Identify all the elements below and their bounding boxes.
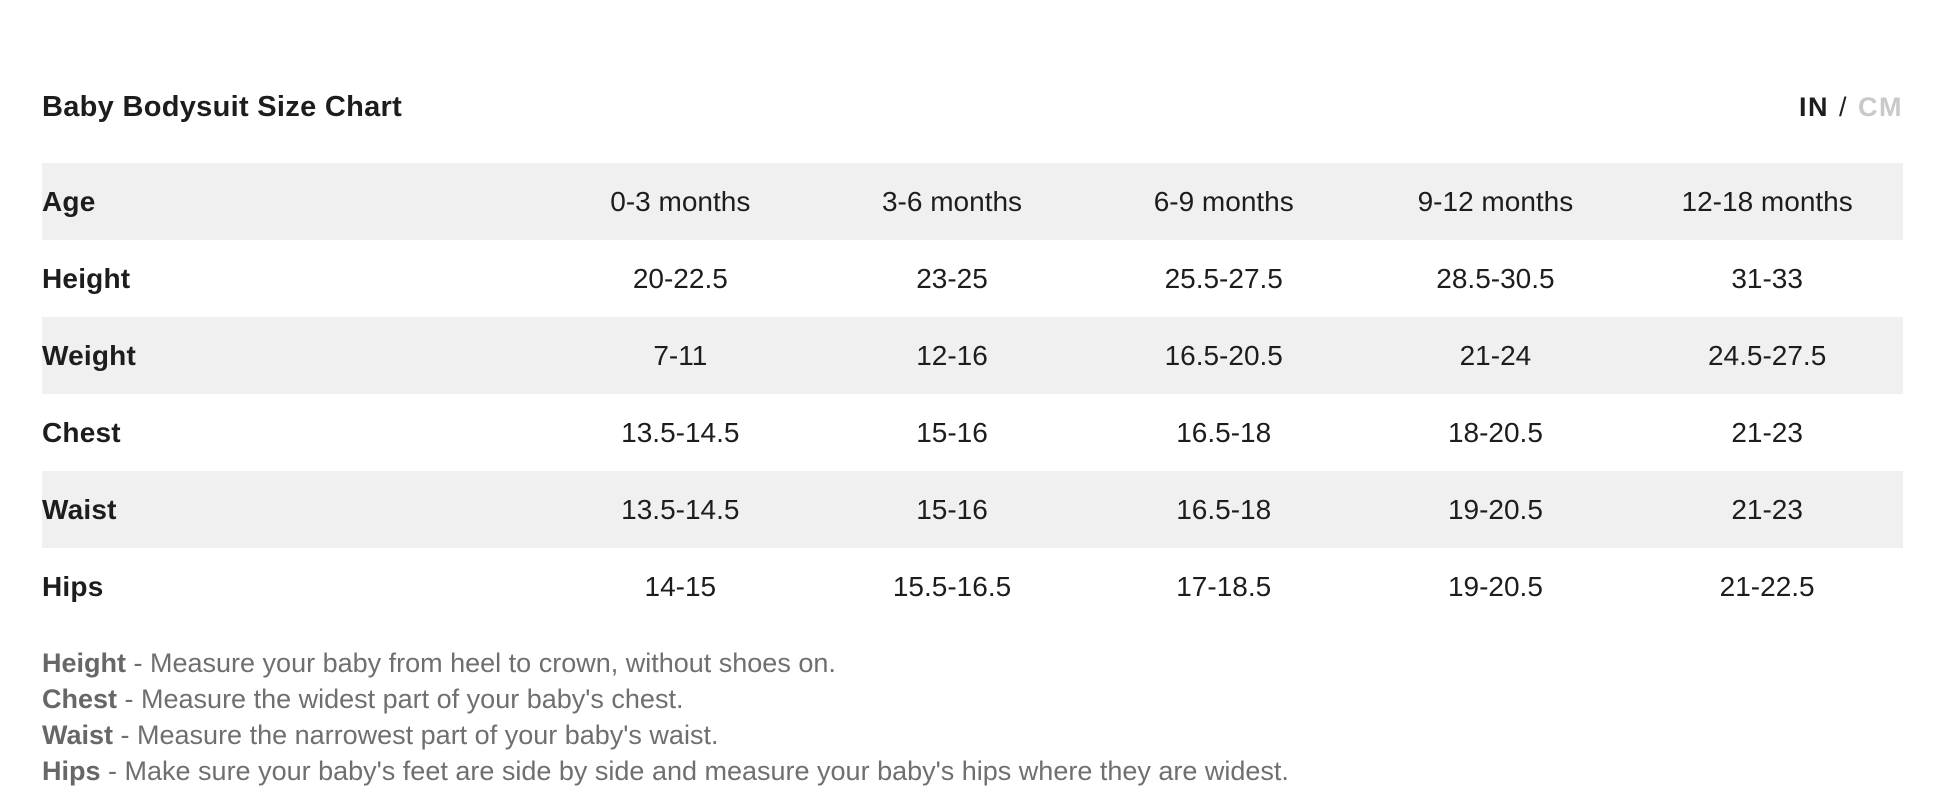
unit-in-button[interactable]: IN xyxy=(1798,92,1829,122)
value-cell: 28.5-30.5 xyxy=(1436,262,1555,294)
value-cell: 13.5-14.5 xyxy=(621,416,740,448)
value-cell: 7-11 xyxy=(653,339,708,371)
header-cell-age: Age xyxy=(42,185,96,217)
value-cell: 21-22.5 xyxy=(1719,570,1815,602)
header-cell-9-12-months: 9-12 months xyxy=(1417,185,1574,217)
footnote-term: Hips xyxy=(42,756,101,786)
row-label-height: Height xyxy=(42,262,131,294)
value-cell: 31-33 xyxy=(1731,262,1803,294)
row-label-chest: Chest xyxy=(42,416,121,448)
size-chart-header: Baby Bodysuit Size Chart IN / CM xyxy=(42,90,1903,124)
value-cell: 16.5-18 xyxy=(1176,493,1272,525)
unit-cm-button[interactable]: CM xyxy=(1858,92,1903,122)
footnote-text: - Measure the widest part of your baby's… xyxy=(124,684,684,714)
footnote-term: Height xyxy=(42,648,126,678)
header-cell-0-3-months: 0-3 months xyxy=(610,185,751,217)
row-label-weight: Weight xyxy=(42,339,137,371)
header-cell-3-6-months: 3-6 months xyxy=(881,185,1023,217)
size-table: Age 0-3 months 3-6 months 6-9 months 9-1… xyxy=(42,163,1903,625)
footnote-height: Height - Measure your baby from heel to … xyxy=(42,645,1903,681)
value-cell: 23-25 xyxy=(916,262,988,294)
measurement-footnotes: Height - Measure your baby from heel to … xyxy=(42,645,1903,789)
value-cell: 14-15 xyxy=(644,570,717,602)
value-cell: 21-24 xyxy=(1459,339,1532,371)
value-cell: 19-20.5 xyxy=(1447,493,1543,525)
value-cell: 15-16 xyxy=(916,416,988,448)
footnote-chest: Chest - Measure the widest part of your … xyxy=(42,681,1903,717)
header-cell-12-18-months: 12-18 months xyxy=(1681,185,1853,217)
value-cell: 19-20.5 xyxy=(1447,570,1543,602)
value-cell: 15-16 xyxy=(916,493,988,525)
table-row-chest: Chest 13.5-14.5 15-16 16.5-18 18-20.5 21… xyxy=(42,394,1903,471)
value-cell: 18-20.5 xyxy=(1447,416,1543,448)
value-cell: 12-16 xyxy=(916,339,988,371)
footnote-text: - Make sure your baby's feet are side by… xyxy=(108,756,1289,786)
table-row-weight: Weight 7-11 12-16 16.5-20.5 21-24 24.5-2… xyxy=(42,317,1903,394)
unit-toggle: IN / CM xyxy=(1799,90,1903,124)
footnote-hips: Hips - Make sure your baby's feet are si… xyxy=(42,753,1903,789)
value-cell: 20-22.5 xyxy=(632,262,728,294)
size-chart-panel: Baby Bodysuit Size Chart IN / CM Age 0-3 m… xyxy=(0,90,1946,789)
footnote-term: Chest xyxy=(42,684,118,714)
value-cell: 13.5-14.5 xyxy=(621,493,740,525)
table-row-hips: Hips 14-15 15.5-16.5 17-18.5 19-20.5 21-… xyxy=(42,548,1903,625)
value-cell: 16.5-20.5 xyxy=(1164,339,1283,371)
value-cell: 21-23 xyxy=(1731,416,1803,448)
header-cell-6-9-months: 6-9 months xyxy=(1153,185,1294,217)
value-cell: 16.5-18 xyxy=(1176,416,1272,448)
value-cell: 17-18.5 xyxy=(1176,570,1272,602)
value-cell: 25.5-27.5 xyxy=(1164,262,1283,294)
table-row-height: Height 20-22.5 23-25 25.5-27.5 28.5-30.5… xyxy=(42,240,1903,317)
table-row-waist: Waist 13.5-14.5 15-16 16.5-18 19-20.5 21… xyxy=(42,471,1903,548)
unit-separator: / xyxy=(1838,92,1848,122)
footnote-text: - Measure the narrowest part of your bab… xyxy=(120,720,719,750)
row-label-waist: Waist xyxy=(42,493,117,525)
footnote-term: Waist xyxy=(42,720,114,750)
value-cell: 21-23 xyxy=(1731,493,1803,525)
page-title: Baby Bodysuit Size Chart xyxy=(42,91,403,123)
footnote-waist: Waist - Measure the narrowest part of yo… xyxy=(42,717,1903,753)
footnote-text: - Measure your baby from heel to crown, … xyxy=(133,648,836,678)
table-header-row: Age 0-3 months 3-6 months 6-9 months 9-1… xyxy=(42,163,1903,240)
value-cell: 24.5-27.5 xyxy=(1707,339,1827,371)
row-label-hips: Hips xyxy=(42,570,104,602)
value-cell: 15.5-16.5 xyxy=(892,570,1012,602)
